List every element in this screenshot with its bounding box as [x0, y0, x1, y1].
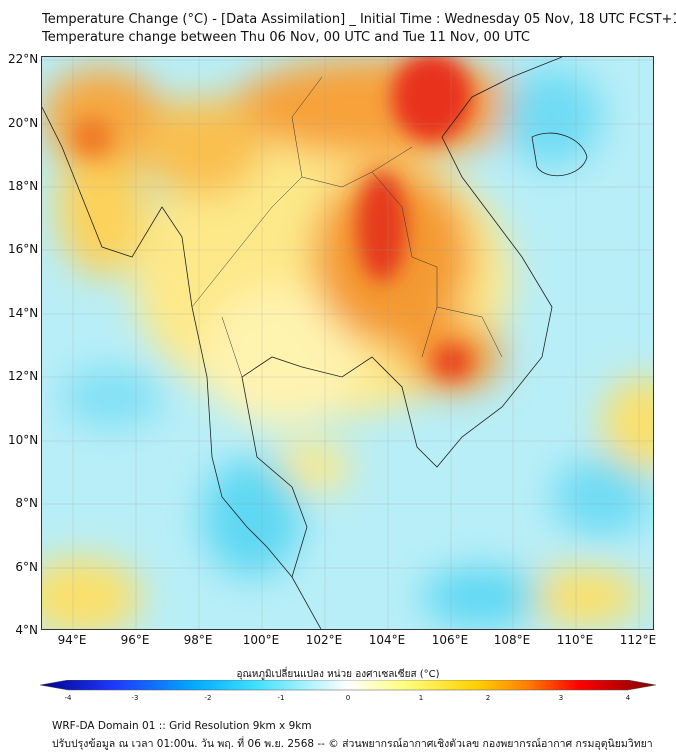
lon-label: 94°E [57, 633, 87, 647]
colorbar-tick: 4 [625, 694, 631, 702]
colorbar-tick: 0 [345, 694, 351, 702]
lat-label: 16°N [8, 242, 39, 256]
colorbar-tick: -4 [64, 694, 72, 702]
borders [191, 76, 503, 378]
colorbar-tick: 3 [558, 694, 564, 702]
colorbar [40, 680, 656, 691]
lon-label: 112°E [619, 633, 657, 647]
lat-label: 18°N [8, 179, 39, 193]
lon-label: 108°E [493, 633, 531, 647]
colorbar-tick: 1 [418, 694, 424, 702]
colorbar-tick: 2 [485, 694, 491, 702]
colorbar-title: อุณหภูมิเปลี่ยนแปลง หน่วย องศาเซลเซียส (… [236, 669, 440, 680]
lat-label: 12°N [8, 369, 39, 383]
lat-label: 10°N [8, 433, 39, 447]
gridlines [42, 57, 653, 629]
map-field [42, 57, 653, 629]
colorbar-tick: -3 [131, 694, 139, 702]
lon-label: 102°E [305, 633, 343, 647]
lat-label: 14°N [8, 306, 39, 320]
lon-label: 110°E [556, 633, 594, 647]
footer-model-info: WRF-DA Domain 01 :: Grid Resolution 9km … [52, 720, 312, 732]
lon-label: 98°E [183, 633, 213, 647]
temperature-change-map [41, 56, 654, 630]
lat-label: 6°N [15, 560, 38, 574]
lon-label: 106°E [431, 633, 469, 647]
lon-label: 100°E [242, 633, 280, 647]
colorbar-tick: -1 [277, 694, 285, 702]
colorbar-tick: -2 [204, 694, 212, 702]
lat-label: 4°N [15, 623, 38, 637]
lat-label: 20°N [8, 116, 39, 130]
lon-label: 96°E [120, 633, 150, 647]
map-subtitle: Temperature change between Thu 06 Nov, 0… [42, 30, 530, 45]
lat-label: 22°N [8, 52, 39, 66]
lon-label: 104°E [368, 633, 406, 647]
lat-label: 8°N [15, 496, 38, 510]
map-title: Temperature Change (°C) - [Data Assimila… [42, 12, 676, 27]
footer-update-info: ปรับปรุงข้อมูล ณ เวลา 01:00น. วัน พฤ. ที… [52, 738, 653, 750]
